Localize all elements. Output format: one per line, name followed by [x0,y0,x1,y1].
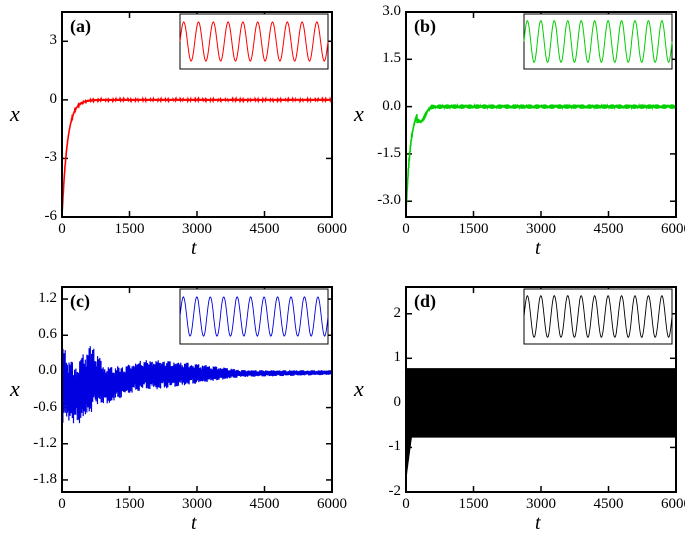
figure-svg [0,0,685,542]
series-line [406,368,676,479]
series-line [406,104,676,213]
series-line [62,99,332,217]
series-line [62,346,332,486]
